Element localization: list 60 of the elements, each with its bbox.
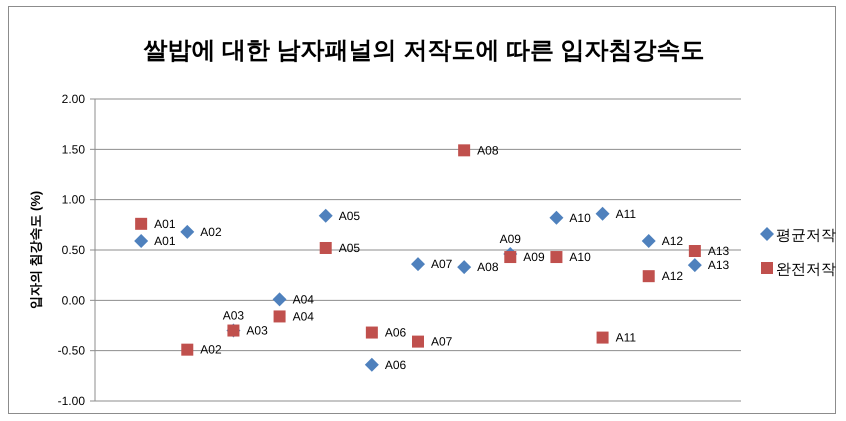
point — [596, 206, 610, 221]
point — [642, 270, 655, 282]
data-label: A08 — [477, 260, 499, 274]
legend-label: 완전저작 — [776, 261, 836, 278]
data-label: A05 — [338, 240, 360, 255]
data-label: A12 — [662, 269, 684, 284]
point — [364, 358, 379, 372]
point — [596, 332, 609, 344]
data-label: A10 — [569, 250, 592, 264]
data-label: A02 — [200, 224, 222, 239]
y-tick-label: 2.00 — [62, 92, 86, 106]
point — [412, 336, 424, 348]
data-label: A05 — [338, 208, 360, 223]
point — [504, 251, 516, 264]
data-label: A04 — [292, 309, 314, 324]
data-label: A11 — [616, 330, 636, 345]
point — [135, 218, 148, 230]
data-label: A06 — [384, 358, 407, 372]
y-tick-label: -0.50 — [58, 344, 86, 358]
data-label: A09 — [500, 232, 522, 246]
y-tick-label: 1.00 — [62, 192, 86, 207]
point — [320, 242, 332, 254]
data-label: A13 — [708, 244, 730, 258]
y-tick-label: 0.00 — [62, 293, 86, 308]
data-label: A07 — [431, 257, 453, 272]
point — [181, 344, 194, 356]
y-tick-label: 0.50 — [62, 243, 86, 257]
point — [458, 144, 470, 156]
y-tick-label: 1.50 — [62, 142, 86, 156]
data-label: A10 — [569, 210, 592, 225]
data-label: A13 — [708, 258, 730, 272]
point — [688, 245, 701, 258]
data-label: A01 — [154, 216, 176, 231]
point — [274, 310, 286, 322]
data-label: A09 — [523, 250, 545, 264]
y-tick-label: -1.00 — [58, 394, 86, 408]
chart-title: 쌀밥에 대한 남자패널의 저작도에 따른 입자침강속도 — [143, 37, 705, 64]
point — [549, 210, 564, 225]
y-axis-title: 입자의 침강속도 (%) — [28, 190, 43, 310]
data-label: A01 — [154, 234, 176, 248]
data-label: A12 — [662, 234, 684, 248]
point — [366, 326, 378, 339]
data-label: A02 — [200, 342, 222, 357]
data-label: A11 — [616, 206, 636, 221]
point — [411, 257, 425, 272]
point — [642, 234, 656, 248]
point — [550, 251, 562, 264]
legend-label: 평균저작 — [776, 227, 836, 244]
data-label: A03 — [246, 324, 268, 338]
data-label: A03 — [222, 308, 244, 323]
data-label: A08 — [477, 143, 499, 158]
point — [688, 258, 702, 272]
point — [318, 208, 333, 223]
data-label: A06 — [384, 326, 407, 340]
point — [457, 260, 472, 274]
point — [134, 234, 148, 248]
point — [272, 292, 287, 306]
data-label: A07 — [431, 334, 453, 349]
data-label: A04 — [292, 292, 314, 306]
point — [180, 224, 194, 239]
